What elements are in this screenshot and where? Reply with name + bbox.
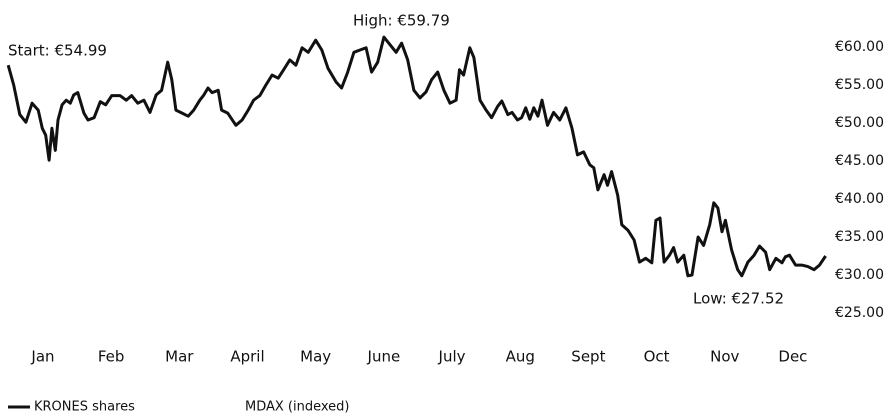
annotation: Low: €27.52 <box>693 290 784 308</box>
x-tick-label: May <box>300 348 331 366</box>
y-tick-label: €50.00 <box>835 115 884 131</box>
x-tick-label: Feb <box>98 348 125 366</box>
price-line <box>6 35 827 278</box>
legend-label: KRONES shares <box>34 400 135 415</box>
x-tick-label: June <box>367 348 401 366</box>
x-tick-label: Oct <box>644 348 670 366</box>
x-tick-label: April <box>230 348 264 366</box>
annotation: Start: €54.99 <box>8 42 107 60</box>
y-tick-label: €25.00 <box>835 305 884 321</box>
x-tick-label: Mar <box>165 348 194 366</box>
y-tick-label: €40.00 <box>835 191 884 207</box>
x-tick-label: Dec <box>778 348 807 366</box>
y-tick-label: €60.00 <box>835 39 884 55</box>
y-tick-label: €35.00 <box>835 229 884 245</box>
x-tick-label: Jan <box>30 348 54 366</box>
x-tick-label: Sept <box>571 348 605 366</box>
y-tick-label: €55.00 <box>835 77 884 93</box>
y-tick-label: €45.00 <box>835 153 884 169</box>
x-tick-label: July <box>438 348 466 366</box>
x-tick-label: Aug <box>506 348 535 366</box>
y-tick-label: €30.00 <box>835 267 884 283</box>
legend-label: MDAX (indexed) <box>245 400 350 415</box>
annotation: High: €59.79 <box>353 12 450 30</box>
x-tick-label: Nov <box>710 348 739 366</box>
